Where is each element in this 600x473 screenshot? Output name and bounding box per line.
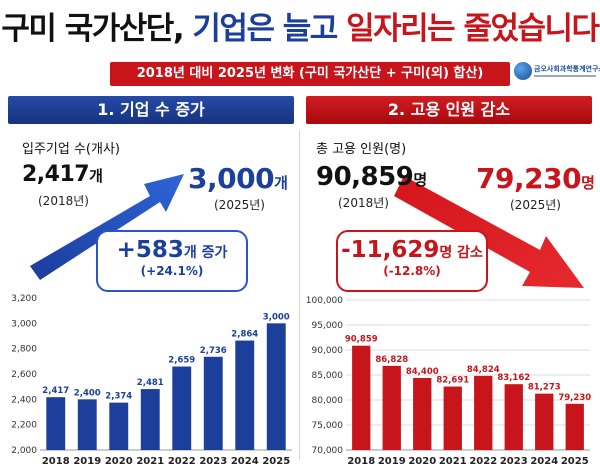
firm-count-xtick-label: 2022 xyxy=(168,456,196,467)
employment-data-label: 82,691 xyxy=(436,376,469,386)
title-part-1: 구미 국가산단, xyxy=(1,11,184,47)
employment-data-label: 79,230 xyxy=(558,393,591,403)
title-part-3: 일자리는 줄었습니다 xyxy=(346,11,600,47)
left-change-callout: +583개 증가 (+24.1%) xyxy=(96,230,248,292)
firm-count-ytick-label: 2,000 xyxy=(11,446,37,456)
left-end-value: 3,000개 xyxy=(188,162,288,195)
employment-ytick-label: 95,000 xyxy=(312,321,344,331)
employment-bar-2021 xyxy=(443,386,462,450)
logo-text: 금오사회과학통계연구소 xyxy=(534,65,600,73)
firm-count-ytick-label: 3,200 xyxy=(11,294,37,304)
left-panel-title: 1. 기업 수 증가 xyxy=(8,96,294,124)
firm-count-ytick-label: 3,000 xyxy=(11,319,37,329)
employment-data-label: 84,400 xyxy=(406,367,439,377)
employment-data-label: 81,273 xyxy=(528,383,561,393)
firm-count-data-label: 2,374 xyxy=(105,392,132,402)
right-change-value: -11,629명 감소 xyxy=(341,237,483,263)
right-start-value: 90,859명 xyxy=(316,162,427,192)
firm-count-xtick-label: 2020 xyxy=(105,456,133,467)
right-change-callout: -11,629명 감소 (-12.8%) xyxy=(336,230,488,292)
employment-bar-2018 xyxy=(352,345,371,450)
employment-ytick-label: 100,000 xyxy=(306,296,343,306)
left-end-year: (2025년) xyxy=(214,198,265,212)
employment-bar-2025 xyxy=(565,403,584,450)
firm-count-ytick-label: 2,200 xyxy=(11,421,37,431)
right-end-year: (2025년) xyxy=(510,198,561,212)
employment-ytick-label: 85,000 xyxy=(312,371,344,381)
employment-data-label: 90,859 xyxy=(345,335,378,345)
left-start-value: 2,417개 xyxy=(22,162,103,187)
firm-count-bar-chart: 2,000 2,200 2,400 2,600 2,800 3,000 3,200 2,417… xyxy=(11,294,292,467)
panel-divider xyxy=(299,130,300,460)
employment-xtick-label: 2022 xyxy=(469,456,497,467)
firm-count-xtick-label: 2021 xyxy=(136,456,164,467)
firm-count-bar-2022 xyxy=(172,366,192,450)
firm-count-bar-2018 xyxy=(46,397,66,450)
firm-count-bar-2021 xyxy=(140,389,160,450)
subtitle-banner: 2018년 대비 2025년 변화 (구미 국가산단 + 구미(외) 합산) xyxy=(110,62,510,86)
firm-count-data-label: 2,659 xyxy=(168,356,195,366)
firm-count-bar-2019 xyxy=(77,399,97,450)
firm-count-xtick-label: 2018 xyxy=(42,456,70,467)
employment-bar-2022 xyxy=(474,375,493,450)
employment-ytick-label: 75,000 xyxy=(312,421,344,431)
title-part-2: 기업은 늘고 xyxy=(192,11,338,47)
employment-bar-2019 xyxy=(382,365,401,450)
firm-count-bar-2023 xyxy=(203,356,223,450)
employment-bar-chart: 70,000 75,000 80,000 85,000 90,000 95,000 100,… xyxy=(306,296,591,467)
right-panel-title: 2. 고용 인원 감소 xyxy=(306,96,592,124)
employment-bar-2024 xyxy=(535,393,554,450)
firm-count-bar-2025 xyxy=(266,323,286,450)
employment-data-label: 83,162 xyxy=(497,373,530,383)
logo-underline xyxy=(534,75,596,77)
firm-count-xtick-label: 2024 xyxy=(231,456,259,467)
right-change-pct: (-12.8%) xyxy=(383,264,441,278)
institute-logo: 금오사회과학통계연구소 xyxy=(514,60,600,88)
firm-count-ytick-label: 2,400 xyxy=(11,395,37,405)
firm-count-data-label: 2,864 xyxy=(231,330,258,340)
employment-xtick-label: 2025 xyxy=(561,456,589,467)
employment-xtick-label: 2019 xyxy=(378,456,406,467)
firm-count-xtick-label: 2019 xyxy=(73,456,101,467)
left-metric-label: 입주기업 수(개사) xyxy=(22,142,120,157)
right-start-year: (2018년) xyxy=(338,196,389,210)
employment-xtick-label: 2021 xyxy=(439,456,467,467)
employment-xtick-label: 2023 xyxy=(500,456,528,467)
firm-count-bar-2024 xyxy=(235,340,255,450)
firm-count-data-label: 2,400 xyxy=(74,388,101,398)
firm-count-bar-2020 xyxy=(109,402,129,450)
right-end-value: 79,230명 xyxy=(476,162,595,195)
firm-count-data-label: 2,736 xyxy=(200,346,227,356)
logo-emblem-icon xyxy=(514,62,532,80)
employment-ytick-label: 90,000 xyxy=(312,346,344,356)
left-change-pct: (+24.1%) xyxy=(140,264,204,278)
employment-bar-2023 xyxy=(504,384,523,450)
employment-ytick-label: 80,000 xyxy=(312,396,344,406)
page-title: 구미 국가산단, 기업은 늘고 일자리는 줄었습니다 xyxy=(0,8,600,50)
employment-xtick-label: 2018 xyxy=(347,456,375,467)
employment-xtick-label: 2024 xyxy=(530,456,558,467)
firm-count-xtick-label: 2023 xyxy=(199,456,227,467)
firm-count-data-label: 3,000 xyxy=(263,312,290,322)
left-change-value: +583개 증가 xyxy=(116,237,228,263)
firm-count-data-label: 2,417 xyxy=(42,386,69,396)
employment-ytick-label: 70,000 xyxy=(312,446,344,456)
firm-count-xtick-label: 2025 xyxy=(262,456,290,467)
right-metric-label: 총 고용 인원(명) xyxy=(316,142,407,157)
firm-count-data-label: 2,481 xyxy=(137,378,164,388)
firm-count-ytick-label: 2,800 xyxy=(11,345,37,355)
employment-xtick-label: 2020 xyxy=(408,456,436,467)
firm-count-ytick-label: 2,600 xyxy=(11,370,37,380)
employment-data-label: 86,828 xyxy=(375,355,408,365)
left-start-year: (2018년) xyxy=(38,194,89,208)
employment-bar-2020 xyxy=(413,378,432,450)
employment-data-label: 84,824 xyxy=(467,365,500,375)
